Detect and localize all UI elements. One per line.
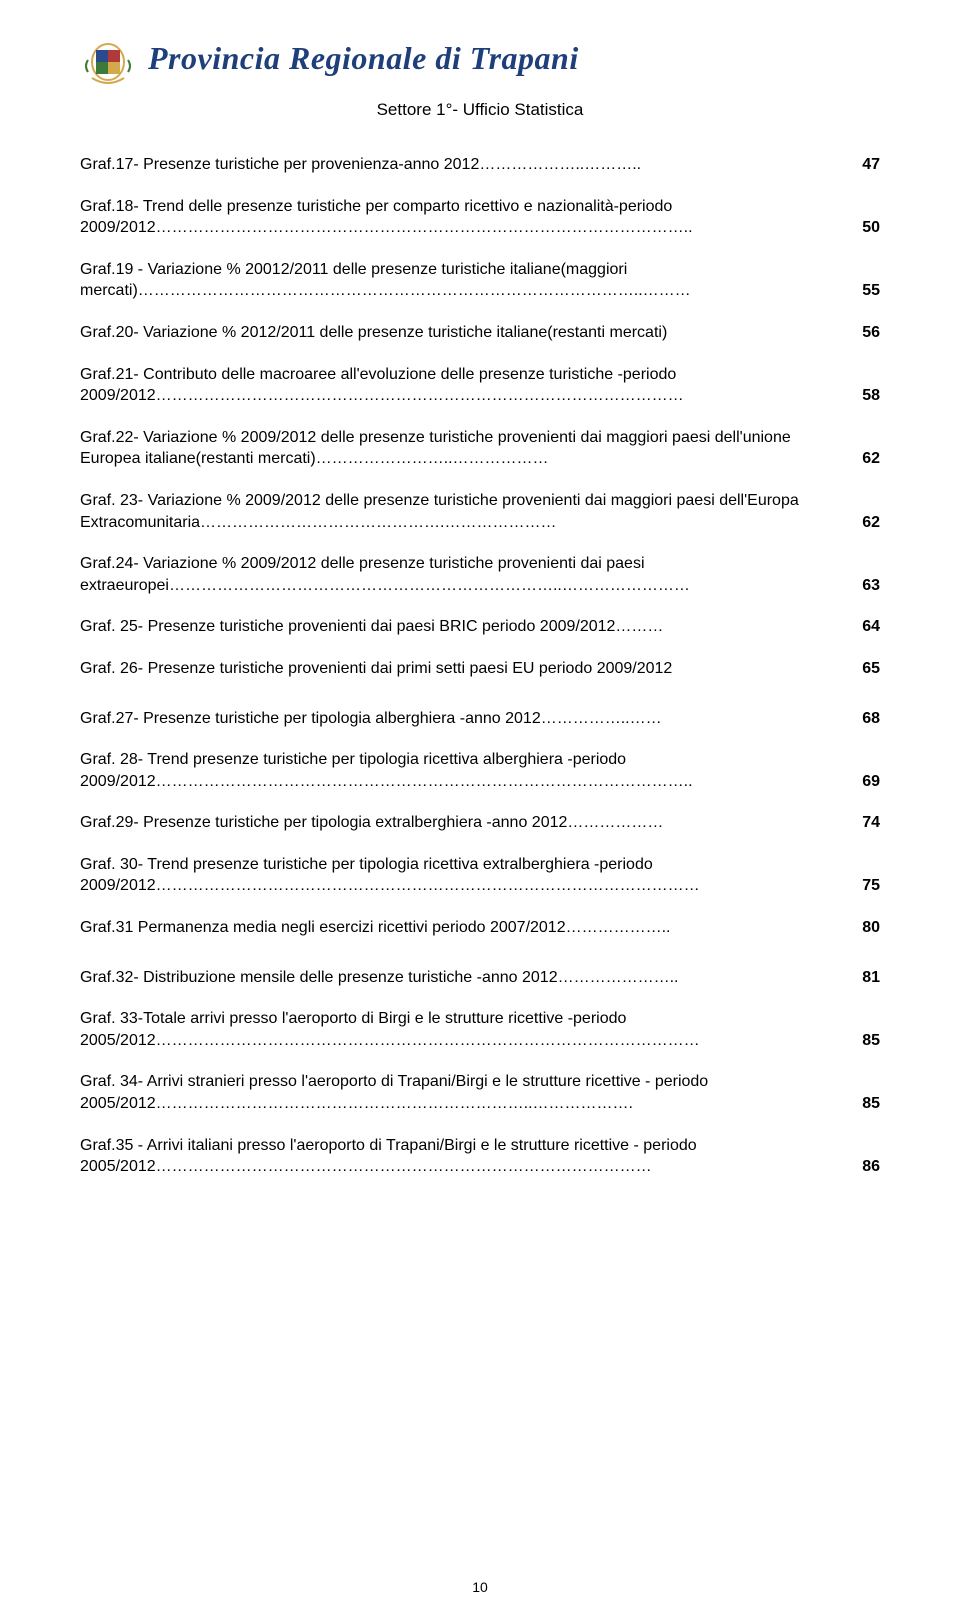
toc-label: Graf. 25- Presenze turistiche provenient… (80, 616, 663, 638)
document-header: Provincia Regionale di Trapani (80, 40, 880, 92)
toc-entry: Graf. 28- Trend presenze turistiche per … (80, 749, 880, 792)
toc-entry: Graf.35 - Arrivi italiani presso l'aerop… (80, 1135, 880, 1178)
toc-label: Graf.32- Distribuzione mensile delle pre… (80, 967, 678, 989)
toc-page: 85 (852, 1030, 880, 1052)
toc-entry: Graf.24- Variazione % 2009/2012 delle pr… (80, 553, 880, 596)
toc-label: Graf.22- Variazione % 2009/2012 delle pr… (80, 427, 820, 470)
toc-label: Graf.27- Presenze turistiche per tipolog… (80, 708, 662, 730)
toc-label: Graf. 28- Trend presenze turistiche per … (80, 749, 820, 792)
toc-page: 75 (852, 875, 880, 897)
toc-label: Graf.24- Variazione % 2009/2012 delle pr… (80, 553, 820, 596)
toc-entry: Graf.22- Variazione % 2009/2012 delle pr… (80, 427, 880, 470)
toc-entry: Graf. 26- Presenze turistiche provenient… (80, 658, 880, 680)
toc-page: 68 (852, 708, 880, 730)
toc-page: 74 (852, 812, 880, 834)
toc-page: 47 (852, 154, 880, 176)
toc-label: Graf. 26- Presenze turistiche provenient… (80, 658, 672, 680)
toc-label: Graf.20- Variazione % 2012/2011 delle pr… (80, 322, 667, 344)
toc-label: Graf.31 Permanenza media negli esercizi … (80, 917, 671, 939)
toc-page: 58 (852, 385, 880, 407)
toc-page: 69 (852, 771, 880, 793)
toc-label: Graf. 34- Arrivi stranieri presso l'aero… (80, 1071, 820, 1114)
toc-entry: Graf. 34- Arrivi stranieri presso l'aero… (80, 1071, 880, 1114)
toc-page: 56 (852, 322, 880, 344)
toc-label: Graf. 23- Variazione % 2009/2012 delle p… (80, 490, 820, 533)
toc-label: Graf.29- Presenze turistiche per tipolog… (80, 812, 663, 834)
toc-label: Graf.17- Presenze turistiche per proveni… (80, 154, 641, 176)
toc-entry: Graf. 30- Trend presenze turistiche per … (80, 854, 880, 897)
toc-entry: Graf.29- Presenze turistiche per tipolog… (80, 812, 880, 834)
toc-page: 63 (852, 575, 880, 597)
toc-entry: Graf. 25- Presenze turistiche provenient… (80, 616, 880, 638)
toc-page: 65 (852, 658, 880, 680)
toc-page: 55 (852, 280, 880, 302)
toc-page: 62 (852, 448, 880, 470)
toc-entry: Graf. 23- Variazione % 2009/2012 delle p… (80, 490, 880, 533)
toc-page: 50 (852, 217, 880, 239)
toc-page: 62 (852, 512, 880, 534)
toc-entry: Graf.19 - Variazione % 20012/2011 delle … (80, 259, 880, 302)
toc-entry: Graf.31 Permanenza media negli esercizi … (80, 917, 880, 939)
toc-page: 85 (852, 1093, 880, 1115)
document-subtitle: Settore 1°- Ufficio Statistica (80, 100, 880, 120)
toc-entry: Graf.18- Trend delle presenze turistiche… (80, 196, 880, 239)
toc-label: Graf.35 - Arrivi italiani presso l'aerop… (80, 1135, 820, 1178)
toc-entry: Graf.21- Contributo delle macroaree all'… (80, 364, 880, 407)
toc-entry: Graf.32- Distribuzione mensile delle pre… (80, 967, 880, 989)
toc-entry: Graf. 33-Totale arrivi presso l'aeroport… (80, 1008, 880, 1051)
toc-page: 81 (852, 967, 880, 989)
table-of-contents: Graf.17- Presenze turistiche per proveni… (80, 154, 880, 1178)
toc-label: Graf. 30- Trend presenze turistiche per … (80, 854, 820, 897)
toc-entry: Graf.27- Presenze turistiche per tipolog… (80, 708, 880, 730)
toc-label: Graf.18- Trend delle presenze turistiche… (80, 196, 820, 239)
toc-entry: Graf.17- Presenze turistiche per proveni… (80, 154, 880, 176)
crest-icon (80, 40, 136, 92)
toc-page: 86 (852, 1156, 880, 1178)
toc-label: Graf.19 - Variazione % 20012/2011 delle … (80, 259, 820, 302)
page-number: 10 (472, 1579, 488, 1595)
toc-label: Graf.21- Contributo delle macroaree all'… (80, 364, 820, 407)
toc-page: 64 (852, 616, 880, 638)
toc-label: Graf. 33-Totale arrivi presso l'aeroport… (80, 1008, 820, 1051)
toc-page: 80 (852, 917, 880, 939)
document-title: Provincia Regionale di Trapani (148, 40, 579, 77)
toc-entry: Graf.20- Variazione % 2012/2011 delle pr… (80, 322, 880, 344)
